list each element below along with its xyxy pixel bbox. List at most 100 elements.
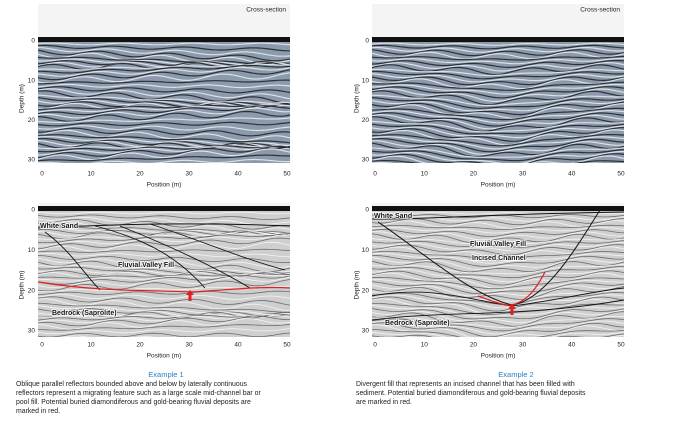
reflector bbox=[38, 275, 290, 285]
reflector bbox=[38, 158, 290, 163]
caption-line: sediment. Potential buried diamondiferou… bbox=[356, 390, 586, 397]
reflector bbox=[38, 107, 290, 119]
y-tick-label: 0 bbox=[365, 38, 369, 45]
reflector bbox=[372, 305, 624, 318]
reflector bbox=[372, 160, 624, 163]
reflector bbox=[372, 55, 624, 61]
reflector bbox=[372, 161, 606, 163]
x-axis-label: Position (m) bbox=[147, 353, 182, 360]
y-tick-label: 20 bbox=[28, 117, 36, 124]
reflector bbox=[372, 268, 624, 283]
reflector bbox=[372, 220, 624, 229]
reflector bbox=[372, 285, 624, 300]
reflector bbox=[372, 238, 624, 245]
x-tick-label: 30 bbox=[519, 342, 527, 349]
reflector bbox=[372, 216, 624, 222]
reflector bbox=[372, 134, 624, 147]
reflector bbox=[372, 165, 624, 178]
horizon bbox=[371, 211, 625, 220]
reflector bbox=[372, 123, 624, 135]
y-tick-label: 0 bbox=[31, 38, 35, 45]
reflector bbox=[372, 316, 624, 329]
panel-header: Cross-section bbox=[580, 7, 620, 14]
reflector bbox=[38, 66, 290, 77]
reflector bbox=[38, 290, 290, 296]
reflector bbox=[372, 46, 624, 53]
x-tick-label: 30 bbox=[185, 171, 193, 178]
reflector bbox=[372, 142, 624, 158]
reflector bbox=[38, 328, 290, 335]
horizon bbox=[371, 299, 625, 321]
y-tick-label: 10 bbox=[362, 247, 370, 254]
reflector bbox=[38, 49, 290, 62]
example-title: Example 2 bbox=[498, 370, 534, 379]
reflector bbox=[38, 314, 290, 324]
reflector bbox=[372, 76, 624, 86]
x-tick-label: 20 bbox=[136, 342, 144, 349]
surface-band-dark bbox=[372, 206, 624, 211]
reflector bbox=[38, 105, 290, 116]
reflector bbox=[38, 72, 290, 84]
horizon bbox=[44, 231, 101, 291]
reflector bbox=[38, 44, 290, 52]
reflector bbox=[372, 64, 624, 76]
reflector bbox=[372, 284, 624, 297]
marker-arrow bbox=[508, 304, 516, 315]
x-tick-label: 40 bbox=[234, 342, 242, 349]
y-axis-label: Depth (m) bbox=[354, 84, 361, 113]
reflector bbox=[38, 52, 290, 65]
reflector bbox=[372, 100, 624, 112]
radargram bbox=[372, 203, 624, 337]
annotation: Incised Channel bbox=[472, 255, 526, 262]
reflector bbox=[372, 255, 624, 267]
horizon bbox=[37, 223, 291, 229]
reflector bbox=[372, 270, 624, 286]
reflector bbox=[372, 329, 624, 337]
y-axis-label: Depth (m) bbox=[354, 271, 361, 300]
reflector bbox=[38, 127, 290, 137]
reflector bbox=[38, 64, 290, 74]
reflector bbox=[372, 333, 624, 337]
y-tick-label: 0 bbox=[31, 207, 35, 214]
reflector bbox=[38, 294, 290, 300]
reflector bbox=[372, 88, 624, 103]
reflector bbox=[372, 140, 624, 155]
reflector bbox=[38, 230, 290, 240]
x-tick-label: 0 bbox=[40, 171, 44, 178]
reflector bbox=[372, 257, 624, 270]
reflector bbox=[38, 110, 290, 123]
reflector bbox=[38, 83, 290, 89]
reflector bbox=[372, 73, 624, 83]
x-tick-label: 20 bbox=[470, 171, 478, 178]
y-tick-label: 0 bbox=[365, 207, 369, 214]
x-tick-label: 50 bbox=[283, 342, 291, 349]
reflector bbox=[372, 229, 624, 237]
reflector bbox=[38, 279, 290, 292]
reflector bbox=[372, 112, 624, 127]
reflector bbox=[38, 257, 290, 269]
caption-line: Divergent fill that represents an incise… bbox=[356, 381, 575, 388]
reflector bbox=[38, 46, 290, 57]
reflector bbox=[372, 260, 624, 273]
caption-2: Example 2 Divergent fill that represents… bbox=[356, 370, 676, 407]
x-tick-label: 40 bbox=[568, 342, 576, 349]
marker-arrow bbox=[186, 290, 194, 301]
y-tick-label: 30 bbox=[362, 328, 370, 335]
reflector bbox=[38, 241, 290, 252]
reflector bbox=[38, 129, 290, 142]
reflector bbox=[372, 231, 624, 241]
reflector bbox=[38, 248, 290, 253]
reflector bbox=[372, 70, 624, 80]
reflector bbox=[372, 244, 624, 256]
reflector bbox=[38, 311, 290, 319]
reflector bbox=[38, 134, 290, 144]
surface-band bbox=[38, 203, 290, 206]
horizon bbox=[149, 223, 286, 271]
reflector bbox=[38, 63, 290, 71]
reflector bbox=[38, 214, 290, 220]
reflector bbox=[372, 226, 624, 234]
example-title: Example 1 bbox=[148, 370, 184, 379]
reflector bbox=[372, 150, 624, 163]
reflector bbox=[372, 242, 624, 252]
y-tick-label: 10 bbox=[28, 77, 36, 84]
